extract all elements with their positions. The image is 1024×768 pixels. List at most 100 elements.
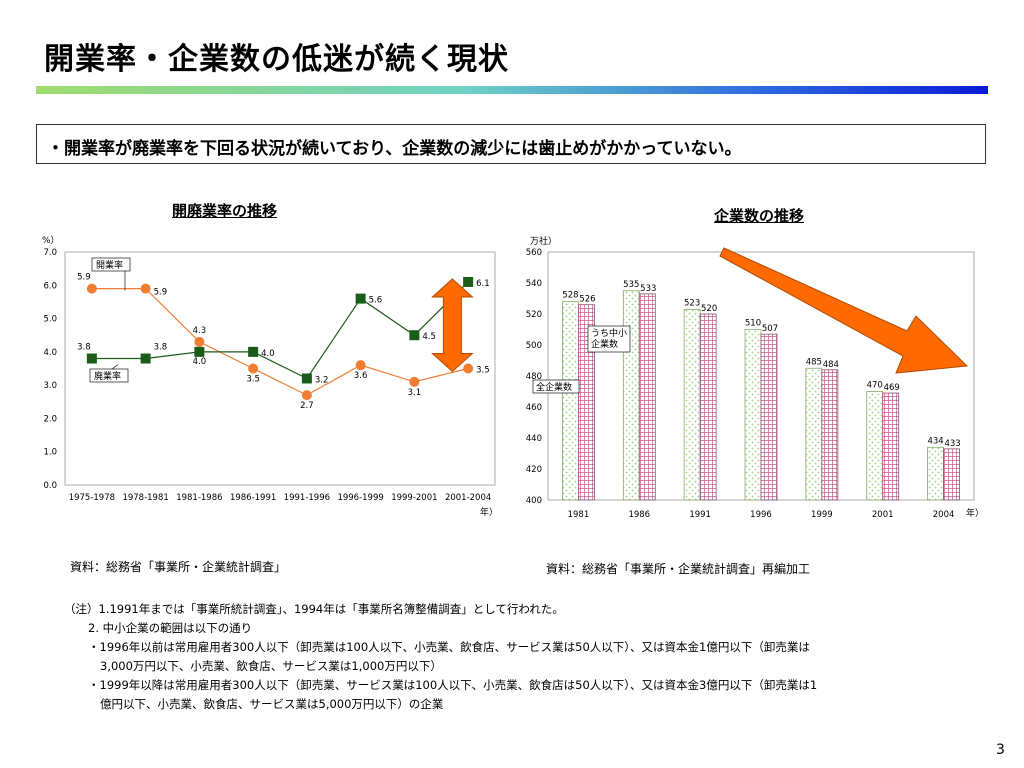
sme-companies-data-label: 469 — [884, 383, 900, 393]
open-rate-callout-box — [91, 257, 131, 272]
close-rate-point — [194, 346, 205, 357]
line-chart-source: 資料：総務省「事業所・企業統計調査」 — [70, 560, 287, 574]
total-companies-bar — [927, 446, 944, 501]
open-rate-callout-label: 開業率 — [96, 259, 123, 271]
close-rate-point — [248, 346, 259, 357]
total-companies-data-label: 470 — [867, 381, 883, 391]
open-rate-point — [301, 390, 312, 401]
total-companies-data-label: 485 — [806, 357, 822, 367]
open-rate-data-label: 3.6 — [354, 371, 368, 381]
close-rate-callout-box — [89, 368, 129, 383]
y-tick-label: 560 — [526, 248, 542, 258]
bar-chart-source: 資料：総務省「事業所・企業統計調査」再編加工 — [546, 562, 811, 576]
close-rate-callout-label: 廃業率 — [94, 370, 121, 382]
notes-block: （注）1.1991年までは「事業所統計調査」、1994年は「事業所名簿整備調査」… — [64, 600, 818, 714]
total-companies-callout-box — [532, 379, 580, 394]
sme-companies-callout-label: うち中小企業数 — [591, 327, 627, 350]
y-tick-label: 420 — [526, 465, 542, 475]
close-rate-point — [463, 276, 474, 287]
note-line: ・1999年以降は常用雇用者300人以下（卸売業、サービス業は100人以下、小売… — [88, 678, 818, 692]
series-line-open-rate — [91, 288, 469, 396]
x-tick-label: 1981-1986 — [176, 493, 222, 503]
open-rate-point — [194, 336, 205, 347]
note-line: （注）1.1991年までは「事業所統計調査」、1994年は「事業所名簿整備調査」… — [64, 602, 564, 616]
close-rate-data-label: 3.8 — [77, 343, 91, 353]
open-rate-data-label: 2.7 — [300, 401, 314, 411]
close-rate-data-label: 4.5 — [422, 332, 436, 342]
sme-companies-callout-box — [587, 325, 631, 353]
y-tick-label: 520 — [526, 310, 542, 320]
x-tick-label: 1991-1996 — [284, 493, 330, 503]
y-tick-label: 480 — [526, 372, 542, 382]
bar-chart-title: 企業数の推移 — [714, 207, 805, 225]
gap-double-arrow-icon — [431, 278, 474, 373]
x-tick-label: 1996-1999 — [337, 493, 383, 503]
x-axis-unit-label: 年） — [966, 507, 984, 519]
total-companies-data-label: 523 — [684, 298, 700, 308]
x-tick-label: 1975-1978 — [69, 493, 115, 503]
total-companies-data-label: 535 — [623, 280, 639, 290]
close-rate-data-label: 5.6 — [369, 296, 383, 306]
page-title: 開業率・企業数の低迷が続く現状 — [44, 42, 509, 77]
open-rate-data-label: 5.9 — [154, 288, 168, 298]
open-rate-point — [355, 360, 366, 371]
sme-companies-data-label: 520 — [701, 304, 717, 314]
total-companies-bar — [562, 301, 579, 501]
close-rate-point — [140, 353, 151, 364]
close-rate-point — [355, 293, 366, 304]
close-rate-data-label: 6.1 — [476, 279, 490, 289]
open-rate-point — [463, 363, 474, 374]
open-rate-point — [86, 283, 97, 294]
close-rate-point — [301, 373, 312, 384]
open-rate-data-label: 3.5 — [476, 366, 490, 376]
close-rate-data-label: 4.0 — [193, 357, 207, 367]
close-rate-data-label: 3.8 — [154, 343, 168, 353]
sme-companies-bar — [578, 304, 595, 501]
x-tick-label: 1999-2001 — [391, 493, 437, 503]
total-companies-bar — [622, 290, 640, 501]
sme-companies-data-label: 507 — [762, 324, 778, 334]
sme-companies-data-label: 433 — [944, 439, 960, 449]
company-count-chart: 万社） 400 420 440 460 480 500 520 540 560 1981 528 526… — [526, 235, 984, 520]
y-tick-label: 3.0 — [43, 381, 57, 391]
y-tick-label: 6.0 — [43, 281, 57, 291]
x-tick-label: 1996 — [750, 510, 772, 520]
y-tick-label: 7.0 — [43, 248, 57, 258]
x-axis-unit-label: 年） — [480, 506, 498, 518]
x-tick-label: 1986 — [628, 510, 650, 520]
plot-area-frame — [64, 251, 496, 486]
close-rate-data-label: 3.2 — [315, 375, 329, 385]
y-tick-label: 1.0 — [43, 448, 57, 458]
sme-companies-bar — [882, 392, 900, 501]
note-line: 2. 中小企業の範囲は以下の通り — [88, 621, 253, 635]
open-rate-data-label: 3.5 — [246, 375, 260, 385]
open-close-rate-chart: %） 0.0 1.0 2.0 3.0 4.0 5.0 6.0 7.0 1975-1978 1978-… — [42, 235, 498, 518]
open-rate-data-label: 4.3 — [193, 326, 207, 336]
x-tick-label: 1986-1991 — [230, 493, 276, 503]
y-tick-label: 500 — [526, 341, 542, 351]
summary-text: ・開業率が廃業率を下回る状況が続いており、企業数の減少には歯止めがかかっていない… — [47, 139, 742, 159]
open-rate-point — [248, 363, 259, 374]
note-line: 億円以下、小売業、飲食店、サービス業は5,000万円以下）の企業 — [100, 697, 444, 711]
y-tick-label: 5.0 — [43, 315, 57, 325]
note-line: ・1996年以前は常用雇用者300人以下（卸売業は100人以下、小売業、飲食店、… — [88, 640, 810, 654]
total-companies-data-label: 434 — [927, 436, 943, 446]
total-companies-bar — [683, 308, 701, 501]
total-companies-callout-label: 全企業数 — [536, 381, 572, 393]
y-tick-label: 2.0 — [43, 414, 57, 424]
sme-companies-bar — [821, 369, 839, 501]
series-line-close-rate — [91, 281, 469, 380]
y-axis-unit-label: %） — [42, 235, 60, 246]
y-tick-label: 4.0 — [43, 348, 57, 358]
y-tick-label: 400 — [526, 496, 542, 506]
summary-box: ・開業率が廃業率を下回る状況が続いており、企業数の減少には歯止めがかかっていない… — [36, 124, 986, 164]
x-tick-label: 1978-1981 — [122, 493, 168, 503]
y-tick-label: 540 — [526, 279, 542, 289]
total-companies-data-label: 528 — [562, 291, 578, 301]
x-tick-label: 2004 — [933, 510, 955, 520]
total-companies-bar — [805, 367, 823, 501]
x-tick-label: 2001-2004 — [445, 493, 491, 503]
sme-companies-bar — [699, 313, 717, 501]
open-rate-point — [409, 376, 420, 387]
y-tick-label: 440 — [526, 434, 542, 444]
